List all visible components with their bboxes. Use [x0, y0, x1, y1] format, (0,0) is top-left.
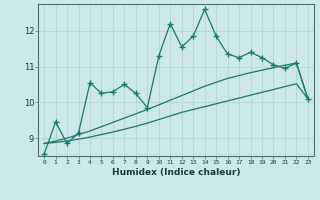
X-axis label: Humidex (Indice chaleur): Humidex (Indice chaleur)	[112, 168, 240, 177]
